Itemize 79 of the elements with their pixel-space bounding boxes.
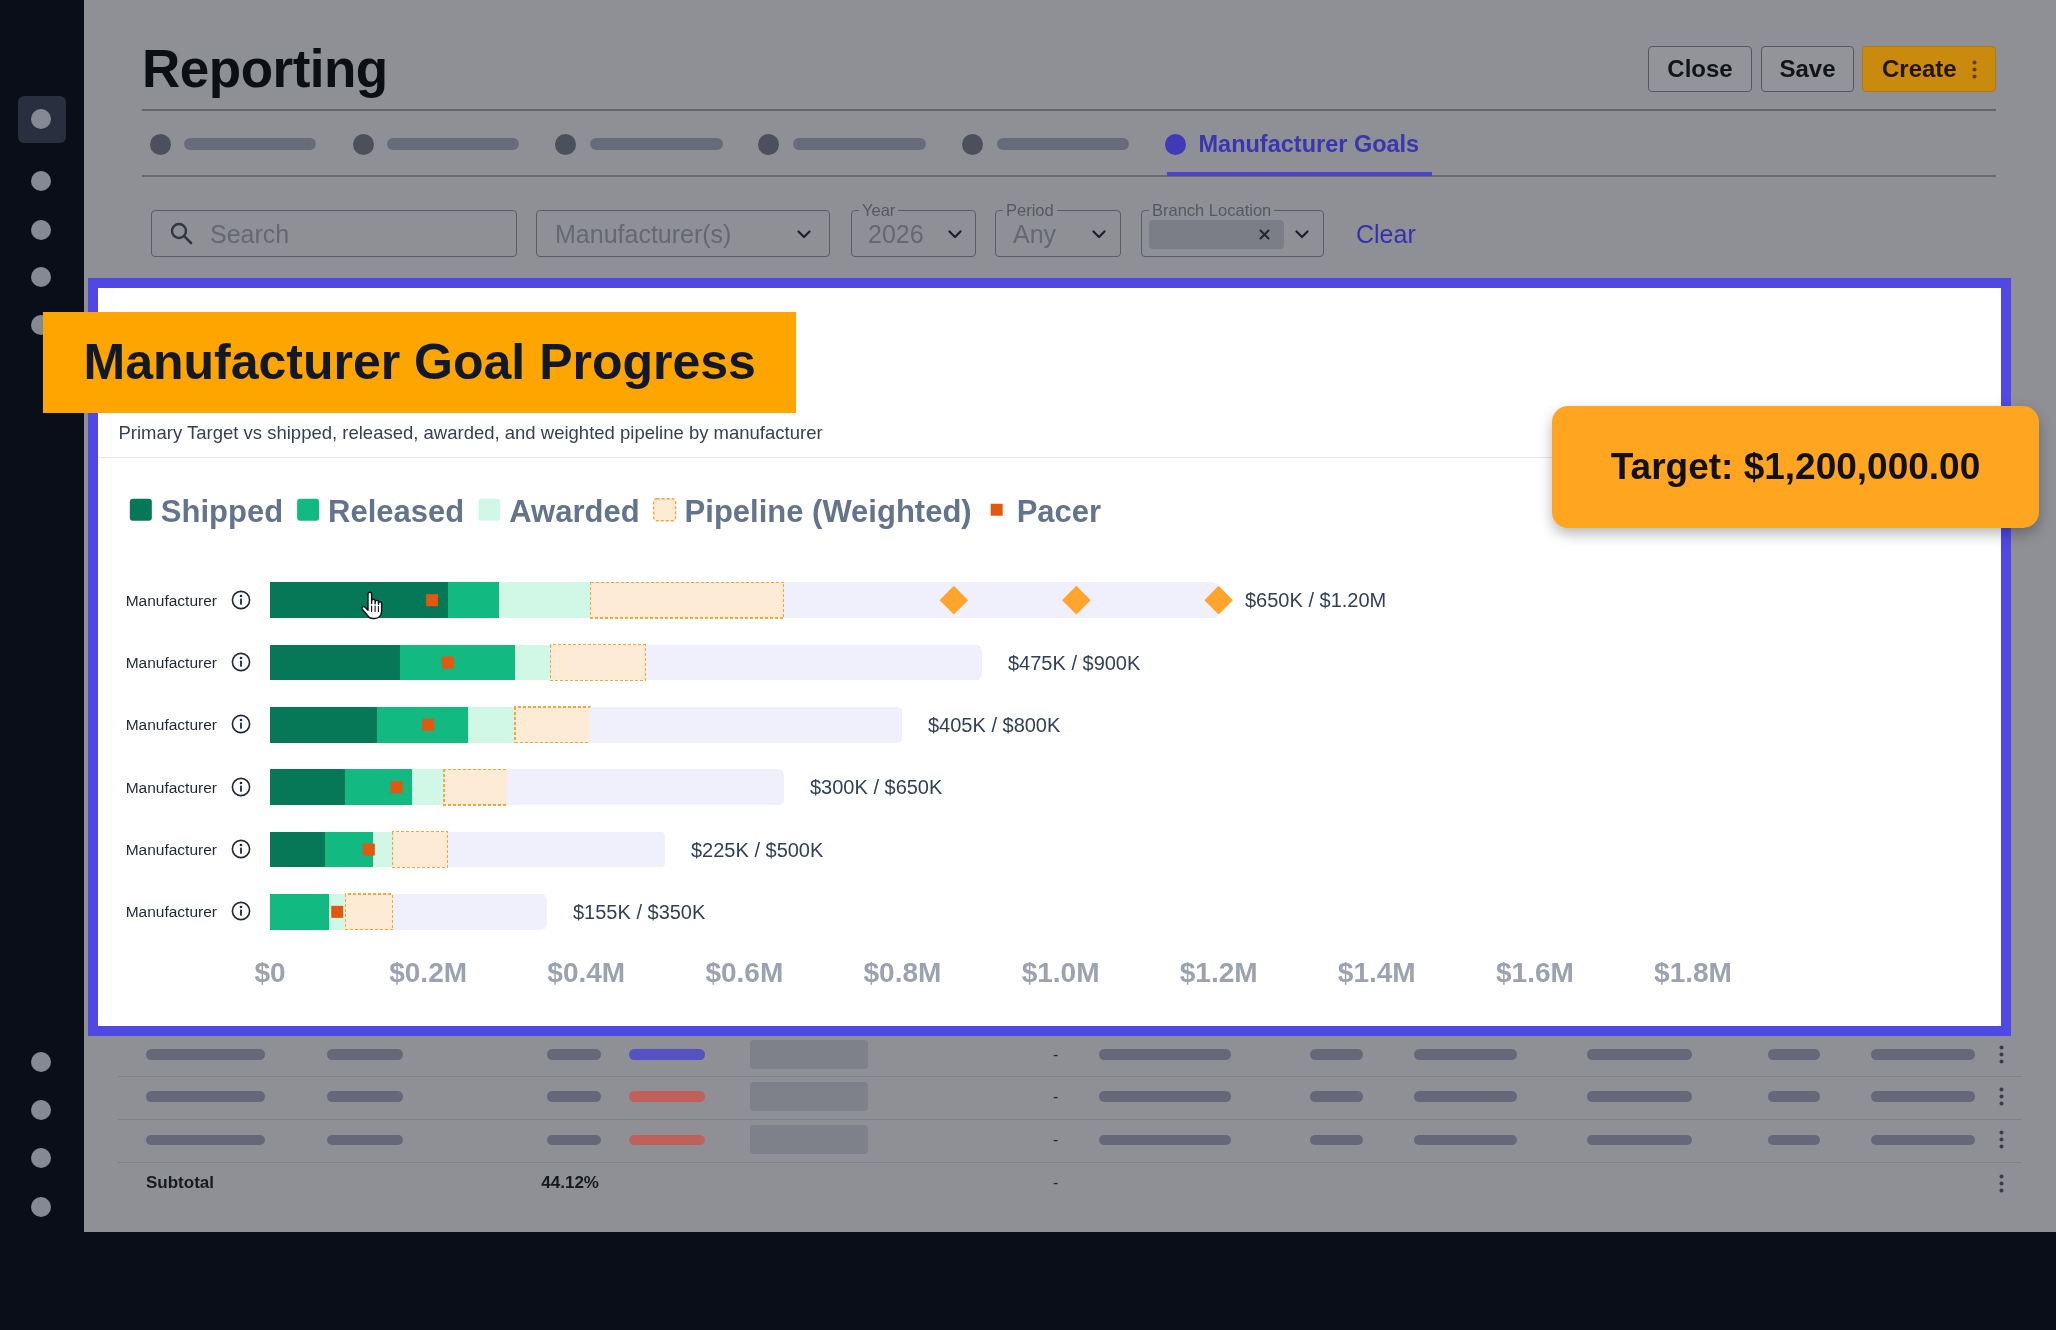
total-label: $475K / $900K [1008,651,1141,674]
text: Manufacturer Goals [1198,130,1420,158]
bar [447,831,666,867]
legend-label: Pipeline (Weighted) [684,493,972,529]
bar [345,768,413,805]
bar [270,831,326,867]
bar [507,768,784,805]
bar [443,768,508,806]
callout-box: Target: $1,200,000.00 [1552,406,2039,528]
button: Save [1761,46,1854,92]
y-tick-label: Manufacturer [125,778,217,796]
point [441,656,454,668]
bar [783,581,1219,618]
total-label: $155K / $350K [573,900,706,923]
button: Close [1648,46,1752,92]
x-tick-label: $0 [254,956,286,988]
bar [376,706,468,743]
button: Create [1862,46,1996,92]
text: - [1052,1087,1059,1106]
bar [270,581,448,618]
bar [325,831,373,867]
text: - [1052,1130,1059,1149]
legend-label: Awarded [509,493,640,529]
bar [270,768,346,805]
total-label: $225K / $500K [691,838,824,861]
x-tick-label: $1.6M [1495,956,1574,988]
point [390,780,403,793]
text: Clear [1356,219,1416,249]
bar [590,706,903,743]
point [426,593,439,606]
x-tick-label: $0.6M [705,956,784,988]
text: Reporting [142,37,388,99]
bar [392,893,547,930]
total-label: $650K / $1.20M [1245,588,1387,611]
text: 44.12% [541,1173,599,1193]
x-tick-label: $1.2M [1179,956,1258,988]
bar [270,644,401,680]
y-tick-label: Manufacturer [125,840,217,858]
bar [412,768,444,805]
bar [270,893,330,930]
title-banner: Manufacturer Goal Progress [42,311,796,413]
bar [550,643,647,681]
bar [372,831,393,867]
point [422,718,435,731]
y-tick-label: Manufacturer [125,653,217,671]
bar [589,581,785,619]
text: Subtotal [146,1173,214,1193]
bar [499,581,591,618]
bar [467,706,516,743]
bar [514,705,591,743]
legend-label: Shipped [160,493,284,529]
x-tick-label: $0.8M [863,956,942,988]
bar [515,644,551,680]
total-label: $405K / $800K [928,713,1061,736]
bar [344,892,394,930]
x-tick-label: $0.4M [547,956,626,988]
x-tick-label: $1.8M [1654,956,1732,988]
y-tick-label: Manufacturer [125,591,217,609]
chart-subtitle: Primary Target vs shipped, released, awarded, and weighted pipeline by manufacturer [118,421,823,444]
y-tick-label: Manufacturer [125,902,217,920]
bar [645,644,982,680]
point [1204,585,1233,614]
bar [400,644,516,680]
text: - [1052,1045,1059,1064]
x-tick-label: $1.0M [1021,956,1100,988]
y-tick-label: Manufacturer [125,715,217,733]
bar [270,706,377,743]
bar [391,830,449,868]
point [1062,585,1091,614]
point [362,843,375,855]
total-label: $300K / $650K [810,775,943,798]
legend-label: Released [328,493,465,529]
text: - [1052,1174,1059,1192]
legend-label: Pacer [1016,493,1102,529]
chart-title: Manufacturer Goal Progress [83,333,756,391]
bar [447,581,500,618]
x-tick-label: $0.2M [389,956,468,988]
x-tick-label: $1.4M [1337,956,1416,988]
point [939,585,969,614]
